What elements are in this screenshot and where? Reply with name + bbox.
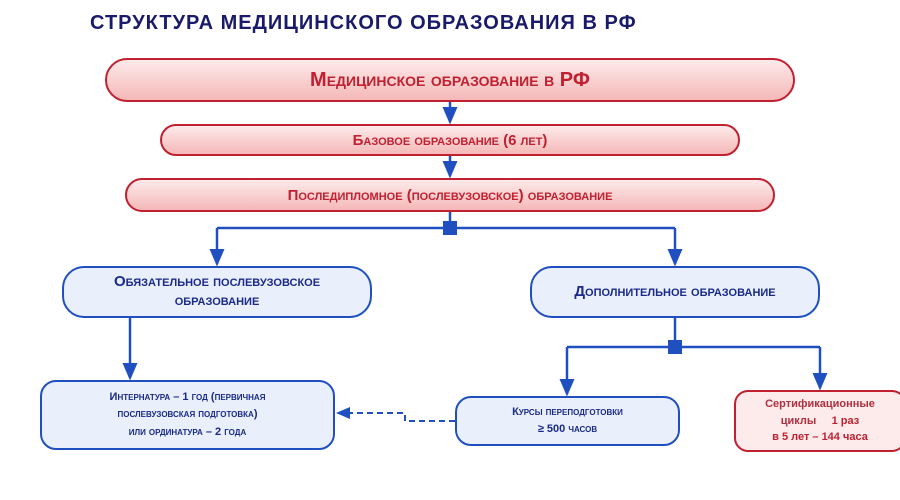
box-courses: Курсы переподготовки≥ 500 часов [455, 396, 680, 446]
box-mandatory: Обязательное послевузовское образование [62, 266, 372, 318]
box-postgrad: Последипломное (послевузовское) образова… [125, 178, 775, 212]
box-internatura: Интернатура – 1 год (первичнаяпослевузов… [40, 380, 335, 450]
box-mandatory-label: Обязательное послевузовское образование [82, 273, 352, 311]
box-additional-label: Дополнительное образование [574, 283, 775, 302]
box-additional: Дополнительное образование [530, 266, 820, 318]
box-cert: Сертификационныециклы 1 разв 5 лет – 144… [734, 390, 900, 452]
box-cert-label: Сертификационныециклы 1 разв 5 лет – 144… [765, 396, 875, 446]
page-title: СТРУКТУРА МЕДИЦИНСКОГО ОБРАЗОВАНИЯ В РФ [90, 12, 637, 35]
box-internatura-label: Интернатура – 1 год (первичнаяпослевузов… [110, 389, 266, 440]
connector-node-top [443, 221, 457, 235]
box-postgrad-label: Последипломное (послевузовское) образова… [288, 187, 613, 204]
box-courses-label: Курсы переподготовки≥ 500 часов [512, 404, 623, 438]
box-main-label: Медицинское образование в РФ [310, 69, 590, 92]
box-basic-label: Базовое образование (6 лет) [353, 132, 548, 149]
box-main: Медицинское образование в РФ [105, 58, 795, 102]
connector-node-bottom [668, 340, 682, 354]
box-basic: Базовое образование (6 лет) [160, 124, 740, 156]
